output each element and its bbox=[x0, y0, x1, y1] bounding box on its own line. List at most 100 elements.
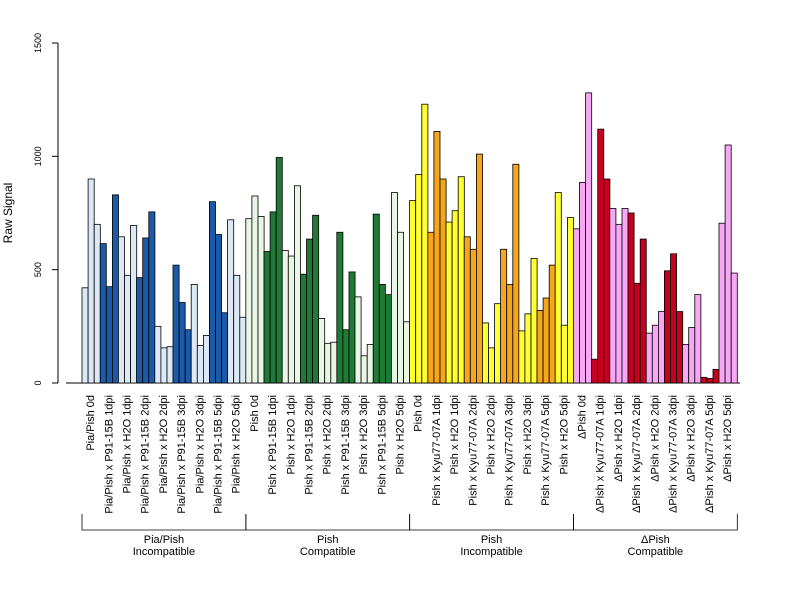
bar bbox=[336, 231, 344, 384]
bar bbox=[475, 153, 483, 384]
x-tick-label: Pish x H2O 1dpi bbox=[285, 395, 297, 474]
bar bbox=[397, 231, 404, 384]
x-tick-label: Pia/Pish x H2O 5dpi bbox=[231, 395, 243, 493]
bar bbox=[330, 341, 338, 384]
x-tick-label: Pish x H2O 5dpi bbox=[558, 395, 570, 474]
bar bbox=[378, 283, 386, 384]
bar bbox=[597, 128, 605, 384]
bar bbox=[506, 283, 514, 384]
bar bbox=[87, 178, 95, 384]
bar bbox=[390, 192, 398, 384]
bar bbox=[682, 344, 690, 384]
x-tick-label: Pish x Kyu77-07A 3dpi bbox=[504, 395, 516, 506]
bar bbox=[366, 344, 374, 384]
bar bbox=[112, 194, 119, 384]
x-tick-label: Pish x Kyu77-07A 1dpi bbox=[431, 395, 443, 506]
bar bbox=[190, 283, 198, 384]
bar bbox=[239, 316, 247, 384]
bar bbox=[536, 310, 544, 384]
bar bbox=[415, 174, 423, 384]
bar bbox=[233, 274, 241, 384]
y-axis-label: Raw Signal bbox=[1, 183, 15, 244]
bar bbox=[221, 312, 229, 384]
x-tick-label: ΔPish x Kyu77-07A 1dpi bbox=[595, 395, 607, 513]
bar bbox=[645, 332, 653, 384]
bar bbox=[354, 296, 362, 384]
x-tick-label: ΔPish x Kyu77-07A 5dpi bbox=[704, 395, 716, 513]
bar bbox=[257, 215, 265, 384]
bar bbox=[676, 311, 684, 384]
bar bbox=[554, 192, 562, 384]
bar bbox=[573, 228, 580, 384]
bar bbox=[160, 347, 168, 384]
bar bbox=[148, 211, 156, 384]
x-tick-label: Pish x H2O 2dpi bbox=[485, 395, 497, 474]
x-tick-label: Pish x H2O 1dpi bbox=[449, 395, 461, 474]
bar bbox=[342, 329, 350, 384]
x-tick-label: Pia/Pish x H2O 2dpi bbox=[158, 395, 170, 493]
bar bbox=[93, 223, 101, 384]
x-tick-label: Pia/Pish x P91-15B 3dpi bbox=[176, 395, 188, 514]
group-brackets: Pia/PishIncompatiblePishCompatiblePishIn… bbox=[81, 514, 738, 558]
bar bbox=[172, 264, 180, 384]
x-tick-label: Pish x H2O 2dpi bbox=[322, 395, 334, 474]
bar bbox=[409, 200, 417, 384]
bar bbox=[99, 243, 107, 384]
bar bbox=[299, 273, 307, 384]
group-label-line2: Incompatible bbox=[133, 546, 195, 558]
bar bbox=[457, 176, 465, 384]
bar bbox=[724, 144, 732, 384]
bar bbox=[215, 234, 222, 384]
bar bbox=[603, 178, 611, 384]
bar bbox=[227, 219, 235, 384]
bar bbox=[688, 327, 696, 384]
y-tick-label: 1000 bbox=[33, 146, 43, 166]
bar bbox=[488, 347, 495, 384]
bar bbox=[142, 237, 150, 384]
x-tick-label: Pish 0d bbox=[249, 395, 261, 432]
bar bbox=[615, 223, 623, 384]
bar bbox=[585, 92, 593, 384]
bar bbox=[712, 368, 720, 384]
bar bbox=[542, 297, 550, 384]
x-tick-label: Pish x P91-15B 2dpi bbox=[303, 395, 315, 495]
x-tick-label: Pia/Pish x H2O 3dpi bbox=[194, 395, 206, 493]
group-bracket bbox=[409, 514, 574, 531]
bar bbox=[718, 222, 726, 384]
bar bbox=[208, 201, 216, 384]
bar bbox=[154, 325, 162, 384]
bar bbox=[196, 345, 204, 384]
bar bbox=[481, 322, 489, 384]
bar bbox=[118, 236, 125, 384]
bar bbox=[360, 355, 368, 384]
bar bbox=[178, 302, 186, 384]
x-tick-label: Pia/Pish x P91-15B 1dpi bbox=[103, 395, 115, 514]
x-tick-label: ΔPish x Kyu77-07A 2dpi bbox=[631, 395, 643, 513]
bar bbox=[384, 294, 392, 384]
bar bbox=[469, 248, 477, 384]
group-label-line1: ΔPish bbox=[641, 534, 670, 546]
group-label-line1: Pia/Pish bbox=[144, 534, 184, 546]
x-tick-label: ΔPish x Kyu77-07A 3dpi bbox=[667, 395, 679, 513]
bar bbox=[269, 211, 277, 384]
x-tick-label: ΔPish x H2O 1dpi bbox=[613, 395, 625, 482]
x-tick-label: Pish x Kyu77-07A 5dpi bbox=[540, 395, 552, 506]
group-bracket bbox=[81, 514, 247, 531]
x-tick-label: Pish x H2O 5dpi bbox=[394, 395, 406, 474]
x-tick-label: Pish x P91-15B 5dpi bbox=[376, 395, 388, 495]
x-tick-label: ΔPish x H2O 5dpi bbox=[722, 395, 734, 482]
bar bbox=[124, 274, 131, 384]
bar bbox=[105, 286, 113, 384]
y-tick-label: 500 bbox=[33, 262, 43, 277]
bar bbox=[627, 212, 635, 384]
x-tick-label: ΔPish x H2O 2dpi bbox=[649, 395, 661, 482]
y-tick-label: 0 bbox=[33, 380, 43, 385]
bar bbox=[166, 346, 174, 384]
x-tick-label: Pia/Pish x H2O 1dpi bbox=[121, 395, 133, 493]
bar bbox=[730, 272, 738, 384]
bar bbox=[591, 358, 599, 384]
bar bbox=[324, 342, 332, 384]
bar bbox=[184, 329, 192, 384]
group-label-line1: Pish bbox=[317, 534, 338, 546]
